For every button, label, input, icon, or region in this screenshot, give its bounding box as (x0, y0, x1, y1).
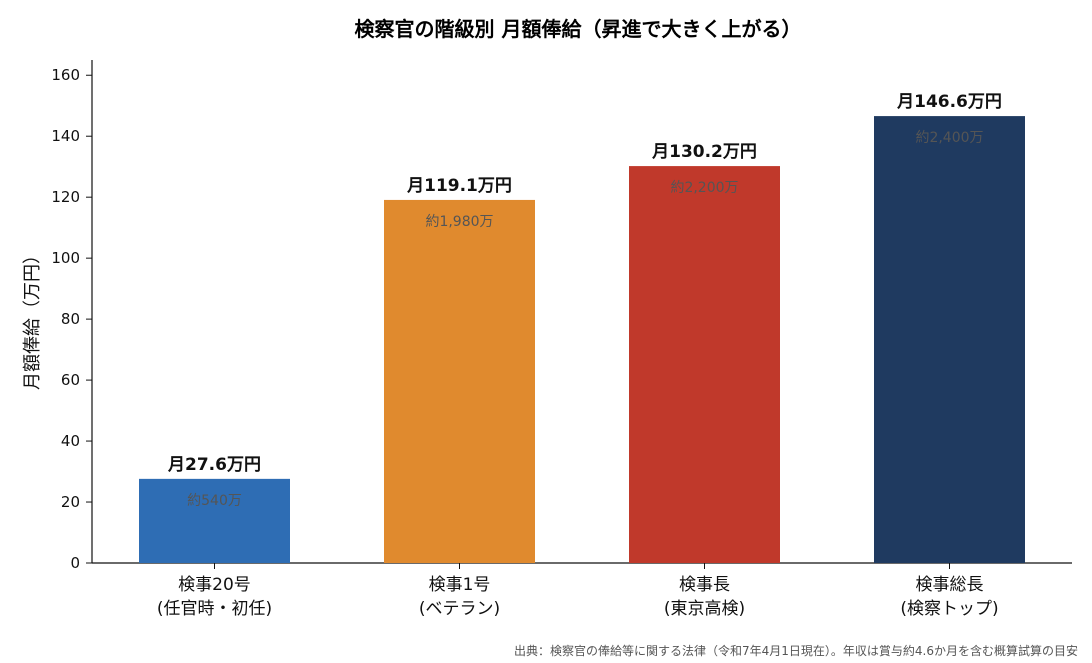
y-tick-label: 40 (61, 432, 80, 450)
y-axis-label: 月額俸給（万円） (22, 246, 43, 390)
y-tick-label: 60 (61, 371, 80, 389)
y-tick-label: 80 (61, 310, 80, 328)
bar (629, 166, 780, 563)
x-tick-label: 検事長 (679, 575, 730, 595)
bar-value-label: 月119.1万円 (406, 176, 512, 196)
bar-annual-label: 約2,200万 (670, 180, 738, 196)
y-tick-label: 0 (70, 554, 80, 572)
bar-value-label: 月27.6万円 (167, 455, 261, 475)
bar-annual-label: 約2,400万 (915, 130, 983, 146)
bar (139, 478, 290, 563)
y-tick-label: 140 (51, 127, 80, 145)
bar-annual-label: 約1,980万 (425, 214, 493, 230)
bar-annual-label: 約540万 (187, 493, 242, 509)
bar (874, 116, 1025, 563)
bar-value-label: 月146.6万円 (896, 92, 1002, 112)
x-tick-sublabel: (東京高検) (664, 599, 745, 619)
y-tick-label: 120 (51, 188, 80, 206)
source-footnote: 出典：検察官の俸給等に関する法律（令和7年4月1日現在）。年収は賞与約4.6か月… (514, 644, 1078, 658)
y-tick-label: 100 (51, 249, 80, 267)
x-tick-sublabel: (検察トップ) (900, 599, 998, 619)
y-tick-label: 20 (61, 493, 80, 511)
x-tick-label: 検事20号 (178, 575, 251, 595)
chart-title: 検察官の階級別 月額俸給（昇進で大きく上がる） (355, 17, 802, 41)
bar (384, 199, 535, 563)
bar-value-label: 月130.2万円 (651, 142, 757, 162)
x-tick-sublabel: (ベテラン) (419, 599, 500, 619)
y-tick-label: 160 (51, 66, 80, 84)
x-tick-sublabel: (任官時・初任) (157, 599, 272, 619)
x-tick-label: 検事総長 (916, 575, 984, 595)
x-tick-label: 検事1号 (429, 575, 491, 595)
